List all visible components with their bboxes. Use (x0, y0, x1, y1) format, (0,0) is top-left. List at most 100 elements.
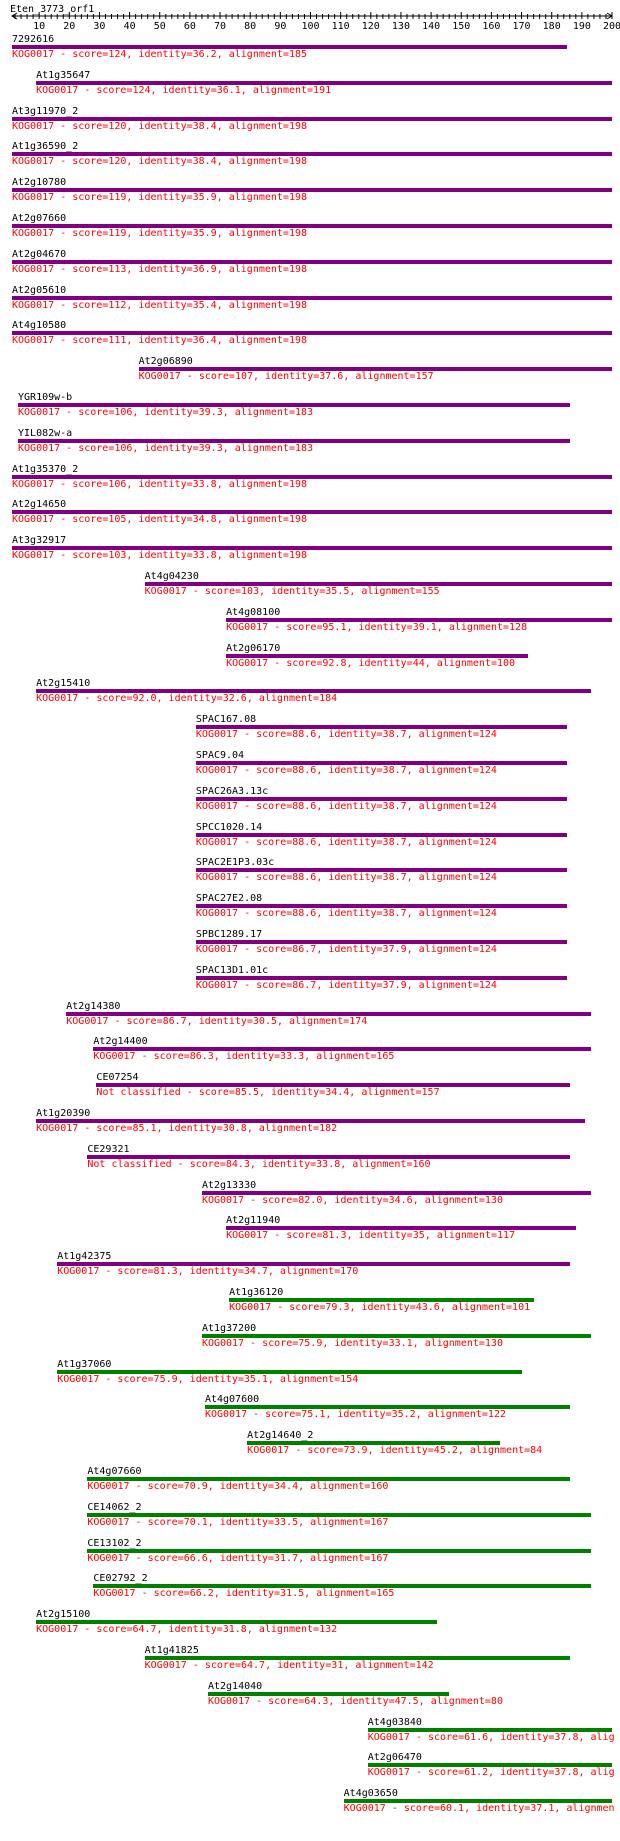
hit-alignment-bar[interactable] (12, 546, 612, 551)
hit-alignment-bar[interactable] (195, 832, 567, 837)
hit-alignment-bar[interactable] (66, 1011, 591, 1016)
hit-name[interactable]: At2g14640_2 (247, 1430, 314, 1442)
hit-alignment-bar[interactable] (12, 116, 612, 121)
hit-alignment-bar[interactable] (12, 474, 612, 479)
hit-name[interactable]: At4g04230 (144, 571, 199, 582)
hit-name[interactable]: At3g11970_2 (12, 105, 79, 117)
hit-name[interactable]: At2g06470 (367, 1752, 422, 1764)
hit-name[interactable]: CE29321 (87, 1143, 130, 1155)
hit-name[interactable]: At2g06170 (226, 642, 281, 654)
hit-alignment-bar[interactable] (18, 438, 570, 443)
hit-name[interactable]: At2g13330 (201, 1179, 257, 1191)
hit-name[interactable]: At4g03840 (367, 1716, 422, 1728)
hit-name[interactable]: At2g14400 (93, 1036, 148, 1048)
hit-name[interactable]: CE13102_2 (87, 1537, 142, 1549)
hit-name[interactable]: At1g36590_2 (12, 141, 79, 153)
hit-alignment-bar[interactable] (195, 940, 567, 944)
hit-alignment-bar[interactable] (201, 1333, 591, 1338)
hit-name[interactable]: At4g03650 (343, 1788, 398, 1800)
hit-name[interactable]: SPAC26A3.13c (195, 785, 269, 797)
hit-alignment-bar[interactable] (57, 1262, 570, 1267)
hit-name[interactable]: SPAC27E2.08 (195, 893, 263, 905)
hit-name[interactable]: At4g10580 (12, 320, 67, 332)
hit-alignment-bar[interactable] (18, 403, 570, 407)
hit-alignment-bar[interactable] (226, 653, 528, 658)
hit-name[interactable]: At2g14650 (12, 499, 67, 511)
hit-name[interactable]: At4g08100 (226, 606, 281, 618)
hit-name[interactable]: 7292616 (12, 34, 55, 45)
hit-name[interactable]: At4g07660 (87, 1466, 142, 1477)
hit-alignment-bar[interactable] (87, 1512, 591, 1517)
hit-alignment-bar[interactable] (93, 1584, 591, 1589)
hit-alignment-bar[interactable] (12, 331, 612, 336)
hit-name[interactable]: CE07254 (96, 1072, 139, 1084)
hit-alignment-bar[interactable] (138, 367, 612, 372)
hit-name[interactable]: CE14062_2 (87, 1501, 142, 1513)
hit-alignment-bar[interactable] (36, 1620, 438, 1625)
hit-name[interactable]: CE02792_2 (93, 1573, 148, 1585)
hit-alignment-bar[interactable] (93, 1047, 591, 1052)
hit-name[interactable]: SPBC1289.17 (195, 929, 263, 940)
hit-name[interactable]: At1g37200 (201, 1322, 257, 1334)
hit-alignment-bar[interactable] (204, 1405, 570, 1410)
hit-alignment-bar[interactable] (12, 224, 612, 228)
hit-name[interactable]: At3g32917 (12, 535, 67, 547)
hit-alignment-bar[interactable] (12, 45, 567, 49)
hit-alignment-bar[interactable] (367, 1763, 612, 1768)
hit-name[interactable]: SPAC167.08 (195, 714, 257, 726)
hit-alignment-bar[interactable] (195, 725, 567, 730)
hit-alignment-bar[interactable] (207, 1691, 450, 1696)
hit-name[interactable]: YGR109w-b (18, 392, 73, 403)
hit-alignment-bar[interactable] (367, 1727, 612, 1732)
hit-alignment-bar[interactable] (36, 689, 591, 694)
hit-alignment-bar[interactable] (12, 510, 612, 515)
hit-name[interactable]: At2g15100 (36, 1609, 91, 1621)
hit-name[interactable]: At1g35647 (36, 69, 91, 81)
hit-alignment-bar[interactable] (195, 868, 567, 873)
hit-alignment-bar[interactable] (87, 1154, 570, 1159)
hit-name[interactable]: At2g07660 (12, 213, 67, 224)
hit-name[interactable]: At1g36120 (229, 1287, 284, 1298)
hit-name[interactable]: At1g20390 (36, 1108, 91, 1119)
hit-alignment-bar[interactable] (195, 796, 567, 801)
hit-alignment-bar[interactable] (195, 761, 567, 765)
hit-name[interactable]: At2g15410 (36, 678, 91, 690)
hit-alignment-bar[interactable] (226, 617, 612, 622)
hit-alignment-bar[interactable] (57, 1369, 522, 1374)
hit-alignment-bar[interactable] (87, 1548, 591, 1553)
hit-name[interactable]: At1g41825 (144, 1645, 199, 1656)
hit-name[interactable]: SPAC13D1.01c (195, 964, 269, 976)
hit-alignment-bar[interactable] (12, 295, 612, 300)
hit-alignment-bar[interactable] (247, 1441, 501, 1446)
hit-alignment-bar[interactable] (229, 1298, 534, 1302)
hit-alignment-bar[interactable] (226, 1226, 576, 1231)
hit-name[interactable]: At2g14040 (207, 1680, 263, 1692)
hit-name[interactable]: At2g11940 (226, 1215, 281, 1227)
hit-alignment-bar[interactable] (12, 152, 612, 157)
hit-alignment-bar[interactable] (144, 1656, 570, 1660)
hit-alignment-bar[interactable] (343, 1799, 612, 1804)
hit-alignment-bar[interactable] (36, 80, 612, 85)
hit-name[interactable]: At2g14380 (66, 1000, 121, 1012)
hit-name[interactable]: At1g42375 (57, 1251, 112, 1263)
hit-name[interactable]: YIL082w-a (18, 427, 73, 439)
hit-alignment-bar[interactable] (201, 1190, 591, 1195)
hit-name[interactable]: SPCC1020.14 (195, 821, 263, 833)
hit-name[interactable]: At2g05610 (12, 284, 67, 296)
hit-name[interactable]: At2g04670 (12, 248, 67, 260)
hit-alignment-bar[interactable] (12, 259, 612, 264)
hit-name[interactable]: At1g35370_2 (12, 463, 79, 475)
hit-alignment-bar[interactable] (195, 975, 567, 980)
hit-alignment-bar[interactable] (12, 188, 612, 193)
hit-alignment-bar[interactable] (195, 904, 567, 909)
hit-alignment-bar[interactable] (87, 1477, 570, 1481)
hit-name[interactable]: SPAC9.04 (195, 750, 245, 761)
hit-alignment-bar[interactable] (36, 1119, 585, 1123)
hit-name[interactable]: At2g06890 (138, 356, 193, 368)
hit-name[interactable]: At2g10780 (12, 177, 67, 189)
hit-name[interactable]: At1g37060 (57, 1358, 112, 1370)
hit-name[interactable]: At4g07600 (204, 1394, 260, 1406)
hit-alignment-bar[interactable] (96, 1083, 570, 1088)
hit-alignment-bar[interactable] (144, 582, 612, 586)
hit-name[interactable]: SPAC2E1P3.03c (195, 857, 275, 869)
